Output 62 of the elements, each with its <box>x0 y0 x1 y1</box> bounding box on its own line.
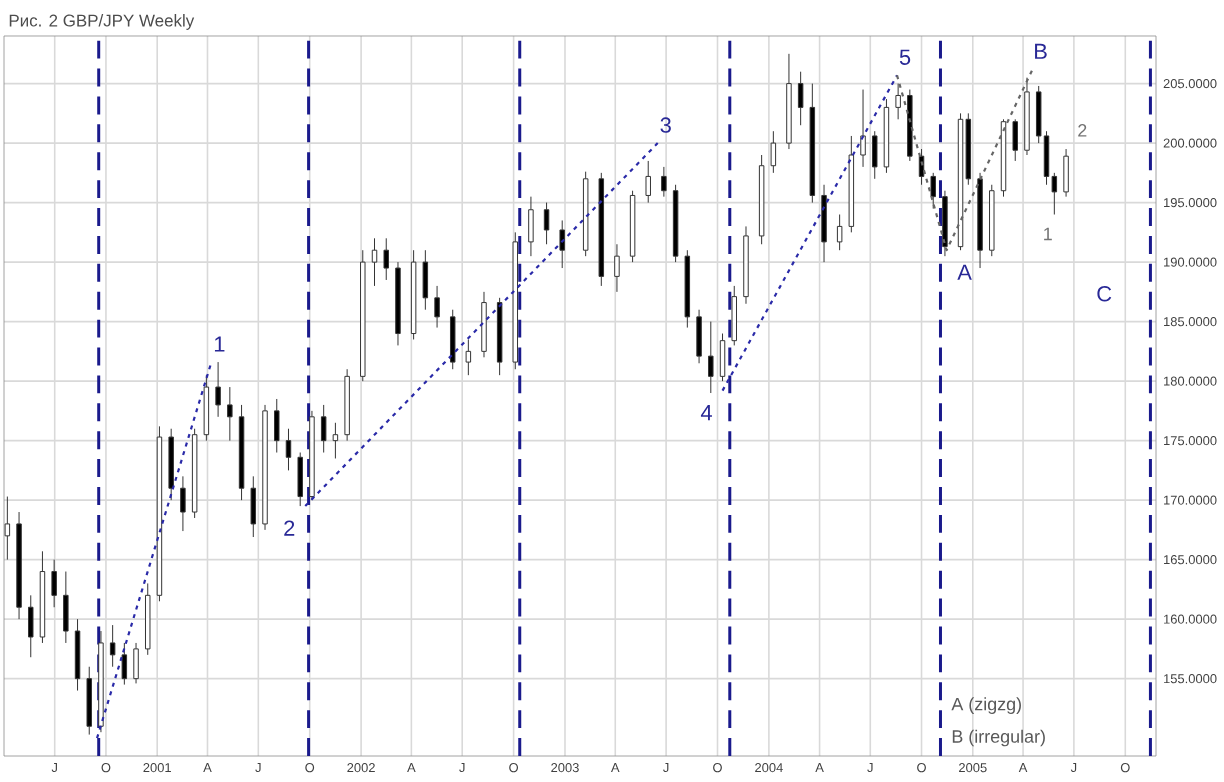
annotation: B (irregular) <box>952 729 1045 747</box>
annotation: 5 <box>899 49 911 65</box>
candlestick <box>332 422 339 459</box>
candlestick <box>180 475 186 532</box>
annotation: B <box>1035 43 1047 59</box>
candlestick <box>743 225 749 305</box>
candlestick <box>860 89 866 168</box>
candlestick <box>133 642 139 684</box>
candlestick <box>684 249 691 329</box>
candlestick <box>614 243 620 293</box>
candlestick <box>383 237 389 281</box>
candlestick <box>344 368 350 442</box>
candlestick <box>262 404 268 531</box>
candlestick <box>770 130 777 174</box>
candlestick <box>422 249 429 311</box>
candlestick <box>1012 118 1018 162</box>
candlestick <box>4 496 11 561</box>
candlestick <box>51 559 57 608</box>
annotation: C <box>1097 286 1112 302</box>
candlestick <box>250 475 257 538</box>
candlestick <box>86 666 92 736</box>
annotation: 3 <box>660 117 671 133</box>
candlestick <box>74 618 81 692</box>
annotation: 2 <box>284 520 295 536</box>
candlestick <box>895 83 901 120</box>
candlestick <box>28 594 34 658</box>
candlestick <box>696 309 702 364</box>
candlestick <box>797 71 804 126</box>
candlestick <box>821 184 827 263</box>
annotation: 2 <box>1078 124 1087 137</box>
chart-title: Рис. 2 GBP/JPY Weekly <box>9 14 195 30</box>
candlestick <box>16 511 22 620</box>
candlestick <box>1024 77 1030 156</box>
candlestick <box>528 196 534 257</box>
annotation: 1 <box>1044 227 1052 241</box>
candlestick <box>285 428 292 471</box>
candlestick <box>559 219 565 269</box>
candlestick <box>63 571 69 644</box>
annotation: A <box>957 264 972 280</box>
candlestick <box>320 404 327 454</box>
candlestick <box>1063 148 1069 198</box>
annotation: A (zigzg) <box>951 697 1021 714</box>
candlestick <box>274 398 280 454</box>
candlestick <box>395 261 401 346</box>
candlestick <box>109 624 116 668</box>
candlestick <box>708 321 714 394</box>
candlestick <box>371 237 378 287</box>
candlestick <box>942 190 948 257</box>
candlestick <box>227 386 233 442</box>
annotation: 4 <box>700 405 712 421</box>
candlestick <box>98 630 104 733</box>
candlestick <box>215 361 221 418</box>
candlestick <box>481 291 487 358</box>
candlestick <box>661 166 667 198</box>
candlestick <box>238 404 245 501</box>
candlestick <box>977 172 983 269</box>
candlestick <box>645 160 651 204</box>
annotation: 1 <box>214 336 225 352</box>
candlestick <box>465 338 472 376</box>
candlestick <box>809 83 816 204</box>
candlestick <box>434 285 440 329</box>
candlestick <box>786 53 792 150</box>
